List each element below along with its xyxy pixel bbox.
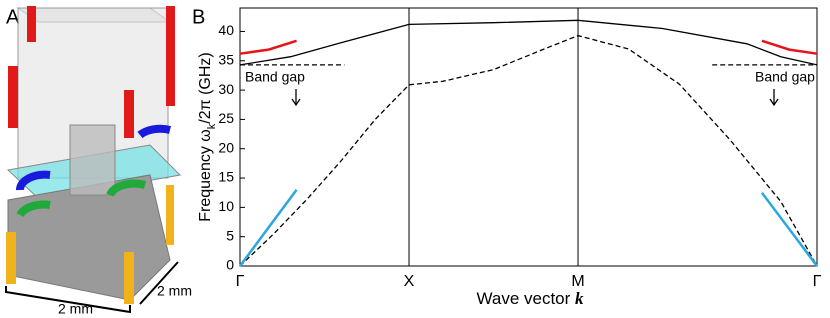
x-tick-label: X xyxy=(404,273,415,290)
band-line xyxy=(239,19,818,66)
yellow-rod xyxy=(6,232,16,284)
x-label-part: Wave vector xyxy=(476,289,575,308)
band-line xyxy=(239,34,818,267)
red-rod xyxy=(166,6,175,106)
y-tick-label: 35 xyxy=(218,51,234,67)
y-tick-label: 40 xyxy=(218,22,234,38)
band-line xyxy=(238,189,818,267)
yellow-rod xyxy=(124,252,134,304)
panel-label: A xyxy=(6,6,20,28)
y-tick-label: 20 xyxy=(218,139,234,155)
y-tick-label: 30 xyxy=(218,81,234,97)
depth-label: 2 mm xyxy=(157,283,192,299)
panel-label: B xyxy=(192,6,205,28)
plot-frame xyxy=(239,7,818,267)
red-rod xyxy=(8,66,18,128)
y-label-part: Frequency ω xyxy=(197,129,214,222)
y-tick-label: 5 xyxy=(226,227,234,243)
y-tick-label: 10 xyxy=(218,198,234,214)
ring xyxy=(16,170,51,191)
x-tick-label: Γ xyxy=(236,273,245,290)
panel-a: A 2 mm 2 mm xyxy=(5,6,192,317)
arrow xyxy=(291,89,301,107)
ring xyxy=(137,124,171,139)
y-tick-label: 15 xyxy=(218,169,234,185)
red-rod xyxy=(124,90,134,138)
x-label-part: k xyxy=(575,289,584,308)
x-axis-label: Wave vector k xyxy=(476,289,584,309)
red-rod xyxy=(27,6,36,42)
annotation: Band gap xyxy=(245,69,305,85)
width-label: 2 mm xyxy=(58,301,93,317)
y-label-part: k xyxy=(206,123,218,129)
band-line xyxy=(239,39,818,55)
dimension-line xyxy=(5,286,131,314)
y-tick-label: 25 xyxy=(218,110,234,126)
ring xyxy=(106,179,147,197)
yellow-rod xyxy=(166,185,174,245)
y-axis-label: Frequency ωk/2π (GHz) xyxy=(197,52,218,222)
x-tick-label: Γ xyxy=(813,273,822,290)
dimension-line xyxy=(139,261,179,305)
y-tick-label: 0 xyxy=(226,257,234,273)
x-tick-label: M xyxy=(571,273,584,290)
arrow xyxy=(769,89,779,107)
y-label-part: /2π (GHz) xyxy=(197,52,214,123)
ring xyxy=(16,200,51,218)
pillar xyxy=(69,124,116,196)
annotation: Band gap xyxy=(755,69,815,85)
